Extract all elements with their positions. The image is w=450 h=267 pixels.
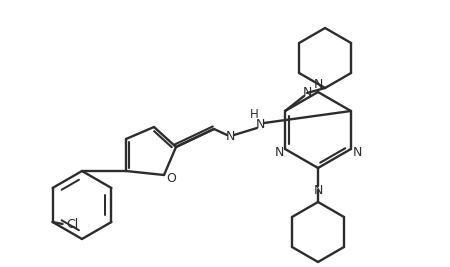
Text: N: N [274,146,284,159]
Text: N: N [313,183,323,197]
Text: N: N [225,131,235,143]
Text: N: N [255,117,265,131]
Text: H: H [250,108,258,121]
Text: O: O [166,171,176,184]
Text: N: N [313,78,323,92]
Text: N: N [302,87,312,100]
Text: Cl: Cl [67,218,79,230]
Text: N: N [352,146,362,159]
